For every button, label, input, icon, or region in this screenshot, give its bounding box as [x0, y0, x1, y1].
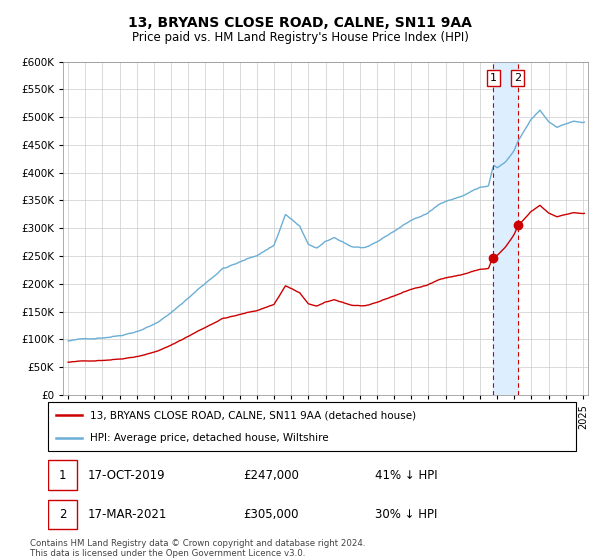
Bar [493, 62, 518, 395]
Text: 2: 2 [59, 508, 66, 521]
Text: 1: 1 [59, 469, 66, 482]
Text: 17-MAR-2021: 17-MAR-2021 [88, 508, 167, 521]
Text: 41% ↓ HPI: 41% ↓ HPI [376, 469, 438, 482]
Text: Price paid vs. HM Land Registry's House Price Index (HPI): Price paid vs. HM Land Registry's House … [131, 31, 469, 44]
Text: HPI: Average price, detached house, Wiltshire: HPI: Average price, detached house, Wilt… [90, 433, 329, 444]
FancyBboxPatch shape [48, 500, 77, 530]
Text: 17-OCT-2019: 17-OCT-2019 [88, 469, 165, 482]
Text: 30% ↓ HPI: 30% ↓ HPI [376, 508, 438, 521]
Text: 2: 2 [514, 73, 521, 83]
FancyBboxPatch shape [48, 402, 576, 451]
Text: Contains HM Land Registry data © Crown copyright and database right 2024.
This d: Contains HM Land Registry data © Crown c… [30, 539, 365, 558]
Text: £305,000: £305,000 [244, 508, 299, 521]
Text: 1: 1 [490, 73, 497, 83]
Text: £247,000: £247,000 [244, 469, 299, 482]
Text: 13, BRYANS CLOSE ROAD, CALNE, SN11 9AA: 13, BRYANS CLOSE ROAD, CALNE, SN11 9AA [128, 16, 472, 30]
FancyBboxPatch shape [48, 460, 77, 491]
Text: 13, BRYANS CLOSE ROAD, CALNE, SN11 9AA (detached house): 13, BRYANS CLOSE ROAD, CALNE, SN11 9AA (… [90, 410, 416, 421]
